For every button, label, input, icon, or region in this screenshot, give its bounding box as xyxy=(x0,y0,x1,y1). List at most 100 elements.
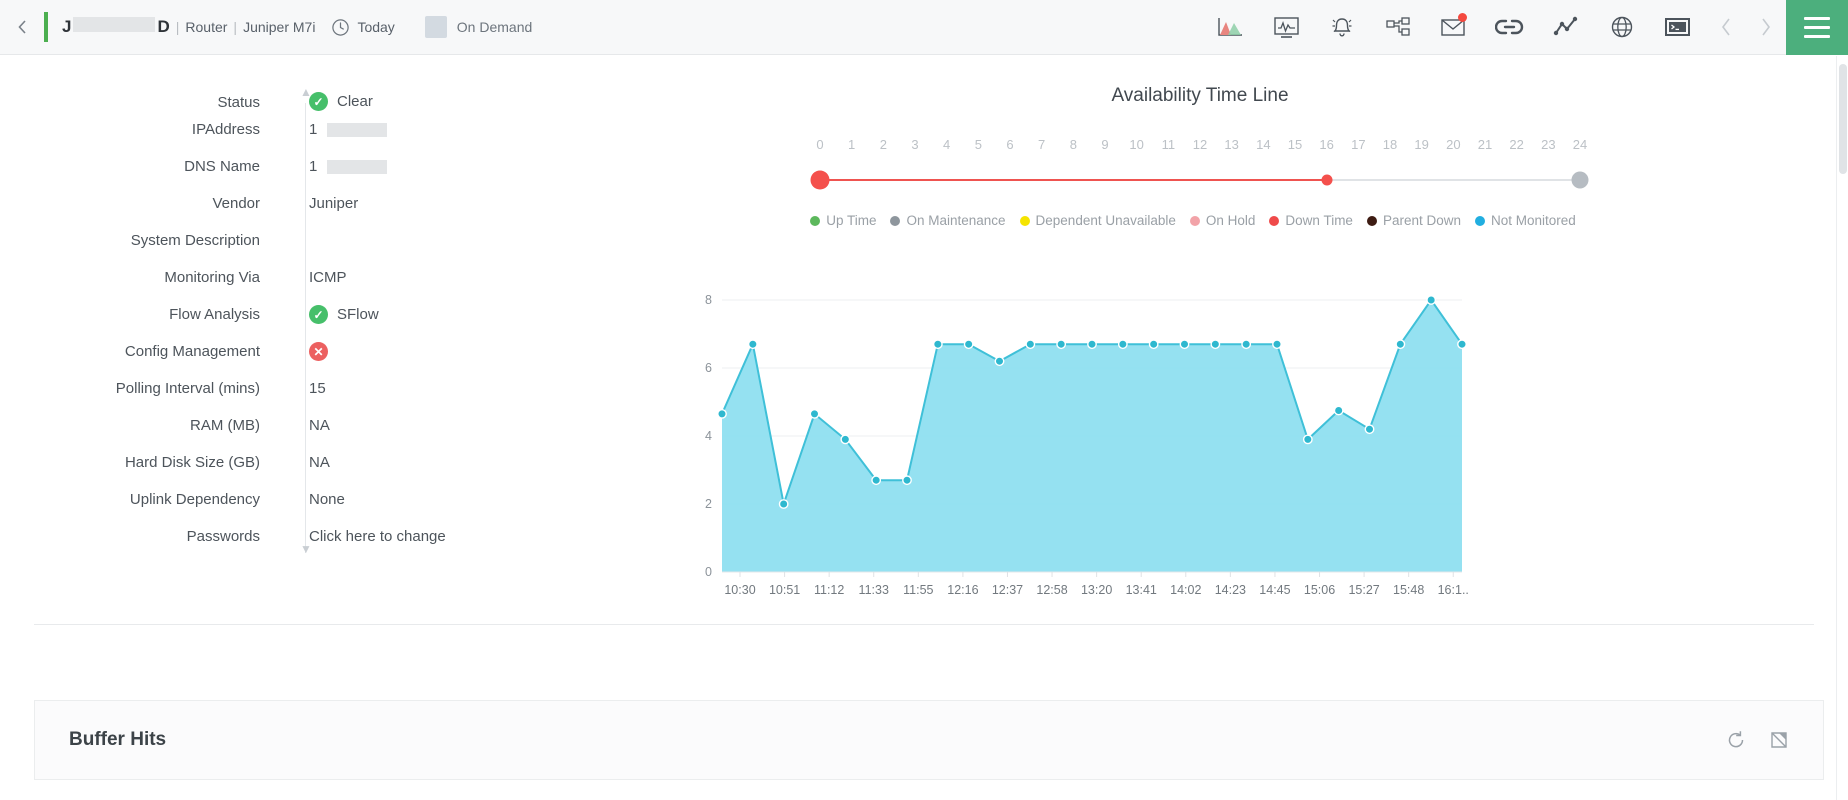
chart-data-point[interactable] xyxy=(1333,405,1344,416)
chart-data-point[interactable] xyxy=(902,475,912,486)
timeline-start-handle[interactable] xyxy=(810,170,830,190)
chart-data-point[interactable] xyxy=(932,339,943,350)
chart-data-point[interactable] xyxy=(1364,424,1375,435)
link-chain-icon xyxy=(1495,19,1524,35)
caret-down-icon[interactable]: ▼ xyxy=(300,542,312,556)
chart-data-point[interactable] xyxy=(994,356,1005,367)
legend-label: Parent Down xyxy=(1382,213,1461,228)
chart-data-point[interactable] xyxy=(1210,339,1221,350)
monitor-graph-icon xyxy=(1273,16,1299,38)
globe-icon-button[interactable] xyxy=(1594,0,1650,55)
detail-label: Uplink Dependency xyxy=(129,491,260,508)
detail-label: RAM (MB) xyxy=(190,417,260,434)
detail-value: ✓ Clear xyxy=(284,92,373,111)
chart-data-point[interactable] xyxy=(1302,434,1313,445)
chart-data-point[interactable] xyxy=(1241,339,1252,350)
mail-badge-dot xyxy=(1458,12,1467,22)
chart-data-point[interactable] xyxy=(840,434,851,445)
next-device-button[interactable] xyxy=(1746,0,1786,55)
buffer-hits-actions xyxy=(1725,729,1789,751)
detail-row-hard-disk-size: Hard Disk Size (GB) NA xyxy=(0,444,700,481)
detail-value: 1 xyxy=(284,158,388,175)
chart-data-point[interactable] xyxy=(717,409,727,419)
timeline-slider[interactable] xyxy=(810,169,1589,191)
detail-value: None xyxy=(309,491,345,508)
hamburger-menu-button[interactable] xyxy=(1786,0,1848,55)
timeline-tick: 1 xyxy=(848,137,856,152)
chart-data-point[interactable] xyxy=(809,409,820,419)
line-chart-icon-button[interactable] xyxy=(1538,0,1594,55)
chart-data-point[interactable] xyxy=(1117,339,1128,350)
page-scrollbar[interactable] xyxy=(1836,56,1848,800)
area-chart-svg: 0 2 4 6 8 10:30 10:51 11:12 11:33 11:55 12:16 12:37… xyxy=(705,293,1469,597)
buffer-hits-title: Buffer Hits xyxy=(69,729,167,750)
timeline-tick: 0 xyxy=(816,137,824,152)
chart-data-point[interactable] xyxy=(1087,339,1097,350)
x-axis-tick-label: 11:33 xyxy=(859,583,889,597)
chart-data-point[interactable] xyxy=(871,475,882,486)
alarm-bell-icon-button[interactable] xyxy=(1314,0,1370,55)
chart-data-point[interactable] xyxy=(1179,339,1190,350)
legend-item[interactable]: Down Time xyxy=(1269,213,1353,228)
hamburger-bar-3 xyxy=(1804,34,1830,38)
timeline-tick: 14 xyxy=(1256,137,1271,152)
pin-button[interactable] xyxy=(1769,730,1789,750)
timeline-tick: 16 xyxy=(1319,137,1334,152)
terminal-icon-button[interactable] xyxy=(1650,0,1706,55)
chart-data-point[interactable] xyxy=(1025,339,1036,350)
link-chain-icon-button[interactable] xyxy=(1482,0,1538,55)
detail-label: Config Management xyxy=(124,343,260,360)
y-axis-tick-label: 8 xyxy=(705,293,712,307)
detail-label: Status xyxy=(217,94,260,111)
chart-data-point[interactable] xyxy=(778,499,789,509)
period-label: Today xyxy=(357,19,395,35)
detail-label: Vendor xyxy=(212,195,260,212)
timeline-marker-handle[interactable] xyxy=(1321,174,1333,186)
timeline-tick: 19 xyxy=(1414,137,1429,152)
chart-data-point[interactable] xyxy=(1395,339,1406,350)
timeline-tick: 21 xyxy=(1477,137,1493,152)
timeline-tick: 10 xyxy=(1129,137,1144,152)
timeline-end-handle[interactable] xyxy=(1571,171,1589,189)
area-chart-icon xyxy=(1218,18,1242,36)
legend-item[interactable]: On Hold xyxy=(1189,213,1255,228)
chart-data-point[interactable] xyxy=(1272,339,1282,350)
page-scrollbar-thumb[interactable] xyxy=(1839,64,1847,174)
legend-item[interactable]: Parent Down xyxy=(1366,213,1461,228)
mail-icon-button[interactable] xyxy=(1426,0,1482,55)
legend-item[interactable]: Not Monitored xyxy=(1475,213,1576,228)
status-ok-icon: ✓ xyxy=(309,305,328,324)
chart-data-point[interactable] xyxy=(963,339,974,350)
on-demand-toggle[interactable]: On Demand xyxy=(424,16,532,38)
chart-data-point[interactable] xyxy=(1056,339,1067,350)
hamburger-bar-2 xyxy=(1804,25,1830,29)
workflow-icon-button[interactable] xyxy=(1370,0,1426,55)
chart-data-point[interactable] xyxy=(747,339,758,350)
timeline-tick: 15 xyxy=(1287,137,1303,152)
chart-data-point[interactable] xyxy=(1148,339,1159,350)
legend-item[interactable]: Dependent Unavailable xyxy=(1019,213,1176,228)
legend-item[interactable]: On Maintenance xyxy=(890,213,1006,228)
chart-data-point[interactable] xyxy=(1457,339,1467,350)
chart-data-point[interactable] xyxy=(1426,295,1437,305)
refresh-button[interactable] xyxy=(1725,729,1747,751)
previous-device-button[interactable] xyxy=(1706,0,1746,55)
terminal-icon xyxy=(1665,18,1690,36)
line-chart-icon xyxy=(1553,16,1578,36)
detail-row-dns-name: DNS Name 1 xyxy=(0,148,700,185)
detail-row-passwords: Passwords Click here to change xyxy=(0,518,700,555)
caret-up-icon[interactable]: ▲ xyxy=(300,85,312,99)
section-divider xyxy=(34,624,1814,625)
detail-value: ✕ xyxy=(284,342,337,361)
detail-row-flow-analysis: Flow Analysis ✓ SFlow xyxy=(0,296,700,333)
change-password-link[interactable]: Click here to change xyxy=(309,528,446,545)
device-details-panel: ▲ Status ✓ Clear IPAddress 1 DNS Name 1 … xyxy=(0,55,700,635)
x-axis-tick-label: 11:12 xyxy=(814,583,844,597)
period-selector[interactable]: Today xyxy=(331,18,395,37)
collapse-sidebar-button[interactable] xyxy=(0,0,44,55)
monitor-graph-icon-button[interactable] xyxy=(1258,0,1314,55)
area-chart-icon-button[interactable] xyxy=(1202,0,1258,55)
legend-item[interactable]: Up Time xyxy=(810,213,876,228)
